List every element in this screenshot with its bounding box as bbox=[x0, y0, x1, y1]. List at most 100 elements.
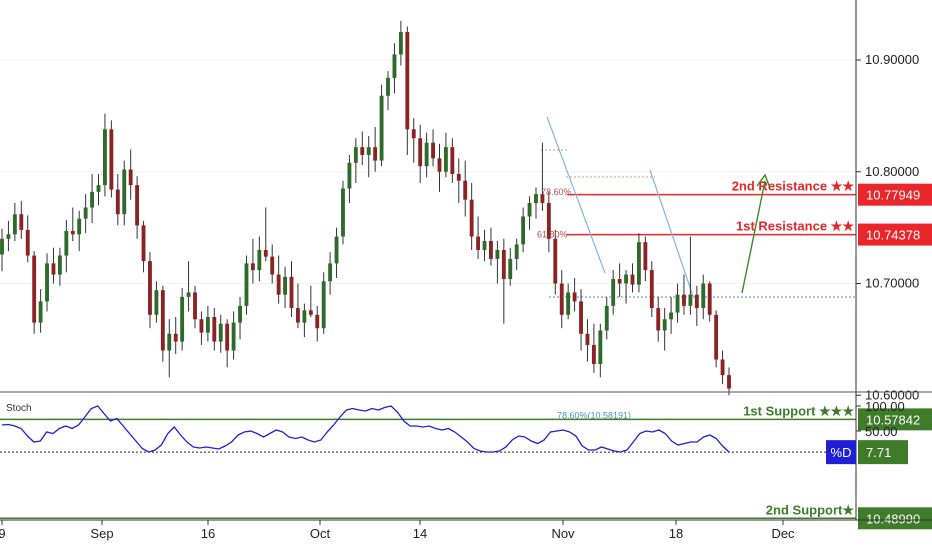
price-tick-label: 10.80000 bbox=[865, 164, 919, 179]
candle-down bbox=[540, 194, 545, 204]
candle-down bbox=[225, 323, 230, 351]
candle-up bbox=[379, 95, 384, 161]
fib-label: 78.60%(10.58191) bbox=[557, 410, 631, 420]
candle-up bbox=[566, 292, 571, 315]
candle-up bbox=[186, 292, 191, 297]
candle-down bbox=[553, 238, 558, 284]
fib-label: 78.60% bbox=[541, 187, 572, 197]
candle-up bbox=[675, 294, 680, 313]
candle-down bbox=[456, 173, 461, 181]
candle-up bbox=[64, 230, 69, 256]
candle-up bbox=[38, 301, 43, 323]
price-tick-label: 10.60000 bbox=[865, 387, 919, 402]
candle-down bbox=[32, 255, 37, 323]
candle-up bbox=[205, 317, 210, 333]
forecast-arrowhead-icon bbox=[756, 173, 771, 189]
price-grid bbox=[0, 59, 856, 396]
candle-down bbox=[617, 279, 622, 284]
fib-leg-line bbox=[649, 169, 694, 297]
candle-down bbox=[173, 333, 178, 342]
candle-up bbox=[527, 203, 532, 217]
candle-down bbox=[630, 274, 635, 285]
candle-down bbox=[476, 236, 481, 250]
candle-up bbox=[386, 77, 390, 96]
candle-down bbox=[315, 314, 320, 329]
candle-down bbox=[19, 214, 24, 230]
candle-down bbox=[212, 317, 217, 342]
candle-up bbox=[218, 323, 223, 342]
candle-up bbox=[167, 333, 172, 351]
candle-down bbox=[405, 32, 410, 130]
level-label-r2: 2nd Resistance ★★ bbox=[732, 179, 855, 194]
candle-up bbox=[96, 185, 101, 192]
stoch-tick-label: 50.00 bbox=[865, 424, 898, 439]
candle-down bbox=[546, 203, 551, 239]
candle-up bbox=[636, 242, 641, 285]
candle-down bbox=[135, 185, 140, 226]
candle-up bbox=[398, 32, 403, 55]
stoch-value-badge bbox=[858, 440, 908, 465]
candle-down bbox=[469, 199, 474, 237]
level-badge-value-s1: 10.57842 bbox=[866, 412, 920, 427]
candle-up bbox=[180, 296, 185, 342]
candle-down bbox=[714, 314, 719, 360]
time-tick-label: 9 bbox=[0, 526, 6, 541]
candle-up bbox=[662, 319, 667, 331]
price-levels: 2nd Resistance ★★ 1st Resistance ★★ 1st Su… bbox=[0, 179, 856, 520]
candle-up bbox=[90, 191, 95, 208]
candle-up bbox=[77, 218, 82, 235]
candle-up bbox=[495, 249, 500, 259]
candle-down bbox=[463, 180, 468, 200]
candle-down bbox=[682, 294, 686, 306]
price-tick-label: 10.70000 bbox=[865, 276, 919, 291]
candle-up bbox=[83, 207, 88, 219]
candle-down bbox=[109, 129, 114, 190]
annotations bbox=[541, 116, 855, 298]
candle-up bbox=[231, 322, 236, 351]
time-tick-label: 18 bbox=[669, 526, 683, 541]
candle-up bbox=[321, 281, 326, 329]
candle-up bbox=[347, 162, 352, 189]
stoch-value-label: 7.71 bbox=[866, 445, 891, 460]
candle-down bbox=[289, 276, 294, 309]
candle-up bbox=[154, 290, 159, 315]
candle-up bbox=[244, 263, 249, 306]
candle-up bbox=[328, 263, 333, 282]
candle-down bbox=[559, 283, 564, 315]
candle-up bbox=[604, 305, 609, 331]
candle-down bbox=[572, 292, 577, 302]
candle-up bbox=[57, 255, 62, 275]
candle-up bbox=[257, 249, 262, 271]
candle-down bbox=[141, 225, 146, 262]
candle-down bbox=[489, 241, 493, 259]
candle-down bbox=[501, 249, 506, 280]
stoch-series-badge bbox=[826, 440, 856, 465]
candle-down bbox=[727, 375, 731, 389]
candle-down bbox=[643, 242, 648, 271]
candle-down bbox=[128, 169, 133, 186]
level-badge-s2 bbox=[858, 507, 932, 530]
candle-up bbox=[424, 142, 429, 167]
candle-up bbox=[366, 147, 371, 155]
stoch-pane: 100.00 50.00 %D 7.71 bbox=[0, 399, 908, 465]
candle-down bbox=[649, 270, 654, 309]
candle-up bbox=[624, 274, 628, 284]
level-label-s1: 1st Support ★★★ bbox=[743, 403, 854, 418]
level-badge-r1 bbox=[858, 223, 932, 246]
candle-down bbox=[276, 274, 281, 295]
candle-down bbox=[308, 310, 313, 315]
level-badge-s1 bbox=[858, 408, 932, 431]
candle-down bbox=[193, 292, 197, 320]
stoch-d-line bbox=[1, 405, 730, 453]
candle-down bbox=[263, 249, 268, 257]
fib-leg-line bbox=[546, 116, 606, 274]
candle-down bbox=[51, 263, 56, 275]
level-label-r1: 1st Resistance ★★ bbox=[736, 219, 854, 234]
candle-down bbox=[591, 344, 596, 364]
time-axis: 9 Sep 16 Oct 14 Nov 18 Dec bbox=[0, 520, 795, 541]
forecast-arrow bbox=[741, 180, 766, 294]
candle-up bbox=[302, 310, 307, 323]
candle-down bbox=[115, 189, 120, 215]
time-tick-label: 14 bbox=[413, 526, 427, 541]
